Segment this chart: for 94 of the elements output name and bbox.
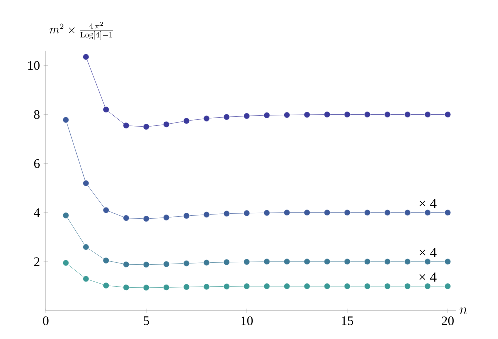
point [424, 210, 432, 216]
y-tick-label: 4 [34, 208, 40, 218]
point [384, 210, 391, 216]
point [83, 244, 90, 250]
point [344, 283, 351, 290]
point [264, 210, 270, 216]
point [384, 258, 391, 266]
point [264, 283, 270, 290]
point [244, 283, 250, 290]
point [83, 54, 90, 60]
point [204, 212, 210, 218]
point [62, 260, 70, 266]
point [103, 258, 110, 264]
point [424, 112, 432, 118]
point [103, 207, 110, 214]
point [384, 112, 391, 118]
point [163, 214, 170, 221]
point [204, 116, 210, 122]
point [344, 210, 351, 216]
point [324, 210, 331, 216]
point [444, 210, 452, 216]
point [404, 258, 411, 266]
annotation: × 4 [420, 272, 437, 282]
point [224, 259, 230, 266]
point [404, 210, 411, 216]
point [364, 283, 371, 290]
point [324, 258, 331, 266]
point [244, 259, 250, 266]
point [444, 258, 452, 266]
point [143, 216, 150, 222]
point [204, 260, 210, 266]
point [284, 210, 290, 216]
point [123, 261, 130, 268]
point [444, 112, 452, 118]
point [163, 284, 170, 291]
point [103, 282, 110, 289]
point [184, 284, 190, 290]
annotation: × 4 [420, 199, 437, 208]
point [364, 258, 371, 266]
point [444, 283, 452, 290]
point [62, 117, 70, 124]
point [344, 258, 351, 266]
point [184, 212, 190, 220]
point [424, 283, 432, 290]
y-tick-label: 6 [34, 159, 40, 168]
point [103, 106, 110, 114]
point [244, 210, 250, 217]
point [264, 258, 270, 266]
point [384, 283, 391, 290]
point [424, 258, 432, 266]
point [204, 284, 210, 290]
point [304, 283, 310, 290]
x-axis-title: $n$ [460, 308, 468, 314]
point [304, 210, 310, 216]
annotation: × 4 [420, 248, 437, 258]
point [123, 215, 130, 222]
point [284, 112, 290, 118]
point [224, 284, 230, 290]
point [83, 276, 90, 282]
point [364, 112, 371, 118]
y-tick-label: 8 [34, 110, 40, 120]
point [143, 262, 150, 268]
x-tick-label: 15 [342, 316, 354, 326]
point [143, 284, 150, 292]
point [264, 112, 270, 119]
x-tick-label: 5 [144, 316, 150, 326]
point [143, 124, 150, 130]
point [83, 180, 90, 187]
point [404, 112, 411, 118]
y-tick-label: 10 [28, 61, 40, 70]
point [364, 210, 371, 216]
x-tick-label: 0 [43, 316, 49, 326]
point [224, 114, 230, 120]
point [163, 261, 170, 268]
point [324, 283, 331, 290]
point [304, 112, 310, 118]
point [163, 121, 170, 128]
point [224, 210, 230, 218]
point [284, 258, 290, 266]
point [304, 258, 310, 266]
point [244, 113, 250, 120]
x-tick-label: 10 [242, 316, 253, 326]
point [62, 212, 70, 219]
point [123, 284, 130, 291]
point [404, 283, 411, 290]
x-tick-label: 20 [442, 316, 454, 326]
point [344, 112, 351, 118]
point [324, 112, 331, 118]
y-axis-title: $m^{2}\times\frac{4\,\pi^{2}}{\mathrm{Log}[4]-1}$ [50, 22, 114, 40]
point [184, 260, 190, 267]
point [184, 118, 190, 124]
point [123, 122, 130, 129]
y-tick-label: 2 [34, 258, 40, 266]
point [284, 283, 290, 290]
